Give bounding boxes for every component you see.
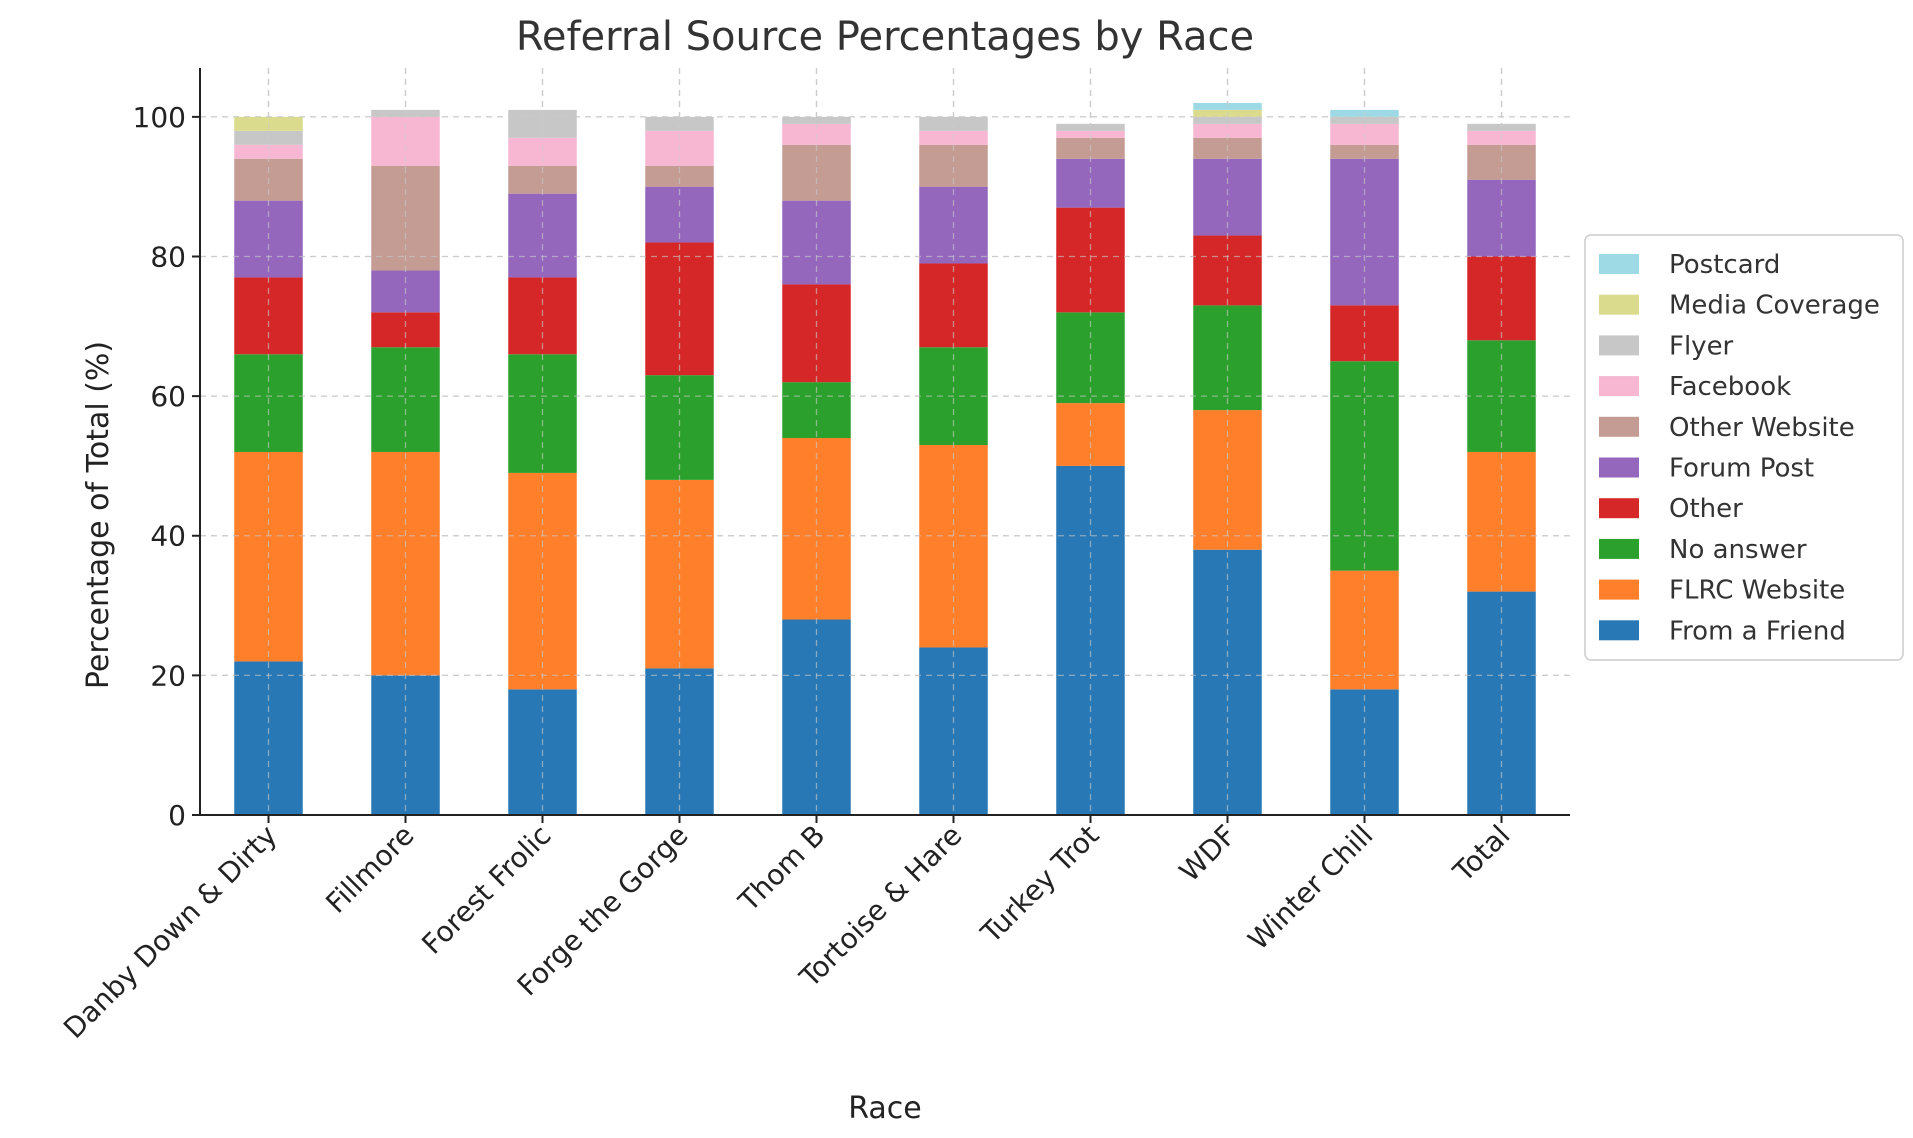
x-tick-label: Thom B — [731, 819, 831, 919]
legend-entry: No answer — [1669, 535, 1807, 565]
bar-segment — [371, 312, 440, 348]
x-axis-label: Race — [848, 1091, 922, 1126]
x-tick-label: Danby Down & Dirty — [57, 819, 283, 1045]
legend-entry: FLRC Website — [1669, 576, 1845, 606]
legend-swatch — [1599, 620, 1639, 641]
x-tick-label: Forest Frolic — [415, 819, 557, 961]
y-tick-label-60: 60 — [150, 380, 186, 413]
legend-swatch — [1599, 376, 1639, 397]
chart-title: Referral Source Percentages by Race — [516, 14, 1254, 60]
legend-entry: Flyer — [1669, 331, 1734, 361]
bar-segment — [645, 165, 714, 187]
y-tick-labels: 0 20 40 60 80 100 — [133, 101, 186, 832]
bars — [200, 68, 1570, 816]
legend-swatch — [1599, 335, 1639, 356]
y-tick-label-100: 100 — [133, 101, 186, 134]
bar-segment — [234, 144, 303, 159]
legend-entry: From a Friend — [1669, 616, 1846, 646]
bar-segment — [1467, 591, 1536, 815]
legend-swatch — [1599, 579, 1639, 600]
x-tick-label: Total — [1446, 819, 1516, 889]
axes — [192, 68, 1570, 823]
y-tick-label-80: 80 — [150, 240, 186, 273]
legend-entry: Other — [1669, 494, 1743, 524]
bar-segment — [1330, 116, 1399, 124]
legend-swatch — [1599, 457, 1639, 478]
legend-entry: Media Coverage — [1669, 291, 1880, 321]
bar-segment — [1193, 549, 1262, 815]
y-axis-label: Percentage of Total (%) — [81, 341, 116, 689]
legend-swatch — [1599, 538, 1639, 559]
bar-segment — [782, 116, 851, 124]
x-tick-label: Winter Chill — [1242, 819, 1380, 957]
bar-segment — [1330, 144, 1399, 159]
x-tick-label: Fillmore — [319, 819, 420, 920]
legend: Postcard Media Coverage Flyer Facebook Other… — [1584, 234, 1904, 661]
bar-segment — [645, 242, 714, 376]
x-tick-label: WDF — [1173, 819, 1243, 889]
y-tick-label-20: 20 — [150, 659, 186, 692]
x-tick-label: Turkey Trot — [974, 819, 1106, 951]
legend-entry: Facebook — [1669, 372, 1791, 402]
y-tick-label-40: 40 — [150, 520, 186, 553]
legend-swatch — [1599, 416, 1639, 437]
legend-swatch — [1599, 254, 1639, 274]
legend-box — [1584, 234, 1904, 661]
legend-swatch — [1599, 294, 1639, 315]
legend-entry: Other Website — [1669, 413, 1855, 443]
y-tick-label-0: 0 — [168, 799, 186, 832]
legend-entry: Forum Post — [1669, 454, 1814, 484]
legend-swatch — [1599, 498, 1639, 519]
bar-segment — [1193, 123, 1262, 138]
legend-entry: Postcard — [1669, 250, 1780, 280]
bar-segment — [1193, 116, 1262, 124]
